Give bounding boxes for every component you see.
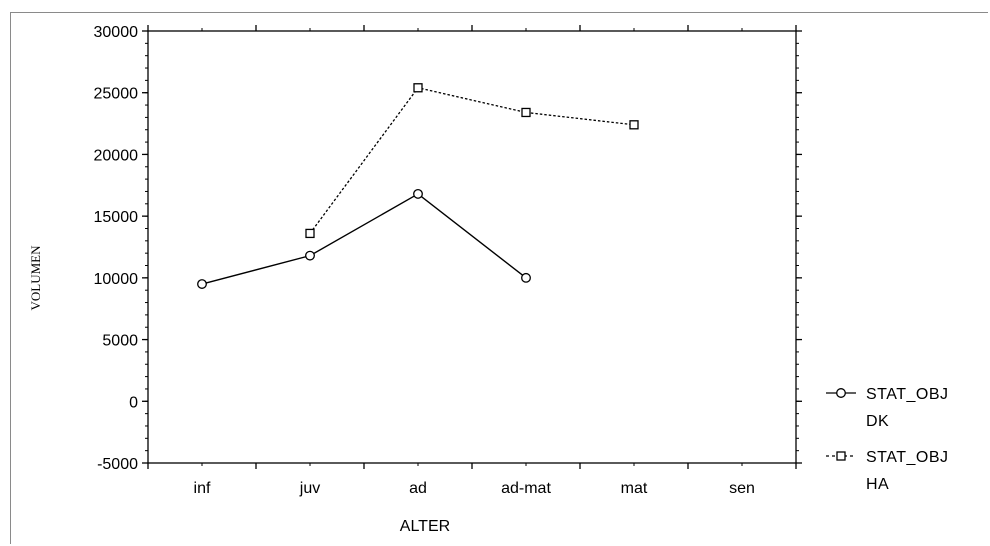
legend-label: HA <box>866 476 889 493</box>
y-tick-label: 5000 <box>102 333 138 350</box>
data-point-square <box>413 83 423 93</box>
x-axis-label: ALTER <box>400 518 450 535</box>
series-2 <box>305 83 639 239</box>
x-tick-label: inf <box>194 480 211 497</box>
data-point-square <box>521 107 531 118</box>
legend-label: STAT_OBJ <box>866 449 949 466</box>
chart-frame <box>10 12 988 544</box>
series-line <box>201 193 527 285</box>
data-point-square <box>305 228 315 239</box>
x-tick-label: juv <box>299 480 320 497</box>
y-tick-label: 10000 <box>94 271 139 288</box>
series-1 <box>197 188 531 289</box>
y-tick-label: 15000 <box>94 209 139 226</box>
legend-marker-circle <box>836 388 846 398</box>
data-point-circle <box>521 272 531 283</box>
legend-entry-2: STAT_OBJ HA <box>826 449 949 493</box>
x-tick-label: ad-mat <box>501 480 551 497</box>
x-tick-label: ad <box>409 480 427 497</box>
data-point-circle <box>413 188 423 199</box>
y-tick-label: 25000 <box>94 86 139 103</box>
legend-label: DK <box>866 413 889 430</box>
legend-label: STAT_OBJ <box>866 386 949 403</box>
plot-area-border <box>147 30 797 464</box>
data-point-circle <box>305 250 315 261</box>
y-tick-label: -5000 <box>97 456 138 473</box>
y-tick-label: 30000 <box>94 24 139 41</box>
y-tick-label: 20000 <box>94 147 139 164</box>
data-point-square <box>629 120 639 130</box>
y-axis-label: VOLUMEN <box>28 245 43 311</box>
x-tick-label: sen <box>729 480 755 497</box>
x-tick-label: mat <box>621 480 648 497</box>
y-tick-label: 0 <box>129 394 138 411</box>
legend-marker-square <box>836 451 846 461</box>
series-line <box>309 87 635 234</box>
legend-entry-1: STAT_OBJ DK <box>826 386 949 430</box>
data-point-circle <box>197 279 207 289</box>
